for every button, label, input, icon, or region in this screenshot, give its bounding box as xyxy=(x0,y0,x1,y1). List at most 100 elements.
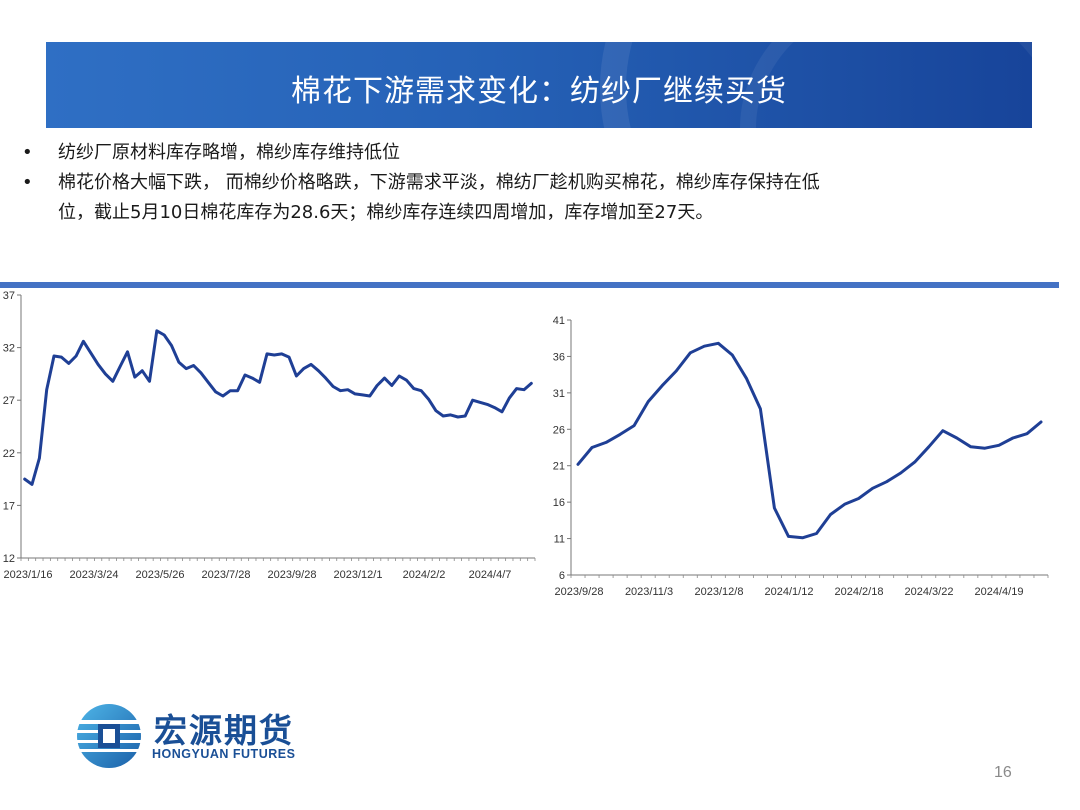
data-point xyxy=(133,375,136,379)
data-point xyxy=(500,410,504,413)
data-point xyxy=(82,340,85,343)
data-point xyxy=(265,352,269,356)
data-point xyxy=(941,429,944,432)
x-tick-label: 2024/4/19 xyxy=(975,586,1024,598)
data-point xyxy=(390,384,393,387)
data-point xyxy=(353,392,357,396)
page-number: 16 xyxy=(994,764,1012,781)
data-point xyxy=(317,369,320,372)
data-point xyxy=(23,477,26,481)
title-banner: 棉花下游需求变化：纺纱厂继续买货 xyxy=(46,42,1032,128)
data-point xyxy=(89,351,93,355)
slide-title: 棉花下游需求变化：纺纱厂继续买货 xyxy=(291,74,787,109)
data-point xyxy=(1011,436,1015,440)
data-point xyxy=(221,394,225,398)
banner-decoration xyxy=(600,42,1032,128)
bullet-text: 棉花价格大幅下跌， 而棉纱价格略跌，下游需求平淡，棉纺厂趁机购买棉花，棉纱库存保… xyxy=(58,172,820,193)
x-tick-label: 2024/2/2 xyxy=(403,569,446,581)
data-point xyxy=(427,397,430,401)
data-point xyxy=(522,388,526,391)
data-point xyxy=(155,329,158,332)
data-point xyxy=(199,371,203,374)
data-point xyxy=(508,396,511,400)
x-tick-label: 2023/1/16 xyxy=(4,569,53,581)
data-point xyxy=(590,446,594,449)
x-tick-label: 2023/7/28 xyxy=(202,569,251,581)
data-point xyxy=(486,403,489,406)
data-point xyxy=(661,384,664,387)
data-point xyxy=(126,350,129,353)
data-point xyxy=(96,363,100,366)
y-tick-label: 16 xyxy=(553,497,565,509)
data-point xyxy=(52,354,56,358)
data-point xyxy=(287,355,291,359)
bullet-text: 位，截止5月10日棉花库存为28.6天；棉纱库存连续四周增加，库存增加至27天。 xyxy=(58,202,714,223)
data-point xyxy=(141,369,144,372)
y-tick-label: 27 xyxy=(3,395,15,407)
logo-name-cn: 宏源期货 xyxy=(154,711,294,750)
company-logo: 宏源期货 HONGYUAN FUTURES xyxy=(74,700,314,772)
data-point xyxy=(405,379,408,382)
logo-name-en: HONGYUAN FUTURES xyxy=(152,747,296,761)
data-point xyxy=(74,354,78,358)
data-point xyxy=(464,414,467,418)
data-point xyxy=(927,445,930,448)
data-point xyxy=(493,406,496,409)
y-tick-label: 41 xyxy=(553,315,565,327)
data-point xyxy=(618,433,622,436)
y-tick-label: 22 xyxy=(3,448,15,460)
data-point xyxy=(368,394,371,398)
data-point xyxy=(412,387,415,390)
section-divider xyxy=(0,282,1059,288)
x-tick-label: 2023/9/28 xyxy=(268,569,317,581)
data-point xyxy=(38,456,41,460)
data-point xyxy=(339,389,342,392)
x-tick-label: 2023/5/26 xyxy=(136,569,185,581)
x-tick-label: 2023/11/3 xyxy=(625,586,673,598)
data-point xyxy=(192,364,195,367)
data-point xyxy=(885,480,888,483)
data-point xyxy=(229,389,232,392)
data-point xyxy=(243,373,247,377)
y-tick-label: 37 xyxy=(3,290,15,302)
data-point xyxy=(163,333,166,337)
data-point xyxy=(1025,432,1029,435)
data-point xyxy=(604,441,608,444)
x-tick-label: 2023/9/28 xyxy=(555,586,604,598)
data-point xyxy=(745,377,748,380)
x-tick-label: 2024/2/18 xyxy=(835,586,884,598)
data-point xyxy=(871,487,874,490)
data-point xyxy=(67,362,70,365)
data-point xyxy=(251,376,254,380)
data-point xyxy=(177,361,181,364)
data-point xyxy=(787,535,790,538)
data-point xyxy=(442,414,445,418)
bullet-marker: • xyxy=(22,142,33,163)
data-point xyxy=(346,388,349,391)
data-point xyxy=(647,400,650,403)
data-point xyxy=(104,372,107,376)
data-point xyxy=(383,376,386,380)
data-point xyxy=(731,353,734,357)
data-point xyxy=(857,497,860,500)
data-point xyxy=(214,390,217,393)
data-point xyxy=(913,460,916,464)
x-tick-label: 2023/12/1 xyxy=(334,569,383,581)
data-point xyxy=(675,369,678,373)
data-point xyxy=(955,436,958,440)
data-point xyxy=(302,367,305,370)
data-point xyxy=(576,463,580,466)
data-point xyxy=(45,388,48,391)
data-point xyxy=(471,399,474,402)
data-point xyxy=(280,352,283,356)
y-tick-label: 31 xyxy=(553,388,565,400)
x-tick-label: 2024/4/7 xyxy=(469,569,512,581)
yarn-inventory-chart: 6 11 16 21 26 31 36 41 2023/9/28 2023/11/3 2023/12… xyxy=(553,315,1049,598)
y-tick-label: 32 xyxy=(3,343,15,355)
data-point xyxy=(530,382,533,385)
x-tick-label: 2024/3/22 xyxy=(905,586,954,598)
data-point xyxy=(420,389,423,392)
bullet-list: • 纺纱厂原材料库存略增，棉纱库存维持低位 • 棉花价格大幅下跌， 而棉纱价格略… xyxy=(12,138,1042,228)
bullet-text: 纺纱厂原材料库存略增，棉纱库存维持低位 xyxy=(58,142,400,163)
x-tick-label: 2023/3/24 xyxy=(70,569,119,581)
